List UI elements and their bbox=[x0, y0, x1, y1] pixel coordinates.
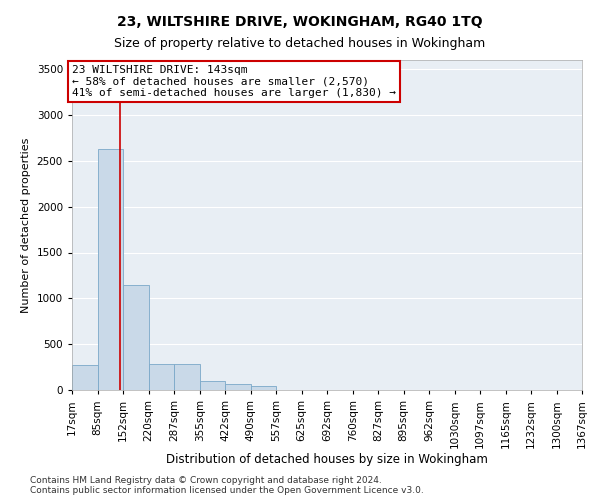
Text: 23, WILTSHIRE DRIVE, WOKINGHAM, RG40 1TQ: 23, WILTSHIRE DRIVE, WOKINGHAM, RG40 1TQ bbox=[117, 15, 483, 29]
X-axis label: Distribution of detached houses by size in Wokingham: Distribution of detached houses by size … bbox=[166, 454, 488, 466]
Bar bbox=[200, 381, 225, 390]
Text: Size of property relative to detached houses in Wokingham: Size of property relative to detached ho… bbox=[115, 38, 485, 51]
Bar bbox=[98, 149, 123, 390]
Bar bbox=[72, 365, 98, 390]
Bar bbox=[225, 384, 251, 390]
Bar bbox=[174, 364, 200, 390]
Y-axis label: Number of detached properties: Number of detached properties bbox=[21, 138, 31, 312]
Bar bbox=[123, 284, 149, 390]
Text: 23 WILTSHIRE DRIVE: 143sqm
← 58% of detached houses are smaller (2,570)
41% of s: 23 WILTSHIRE DRIVE: 143sqm ← 58% of deta… bbox=[72, 64, 396, 98]
Text: Contains HM Land Registry data © Crown copyright and database right 2024.
Contai: Contains HM Land Registry data © Crown c… bbox=[30, 476, 424, 495]
Bar bbox=[251, 386, 276, 390]
Bar bbox=[149, 364, 174, 390]
